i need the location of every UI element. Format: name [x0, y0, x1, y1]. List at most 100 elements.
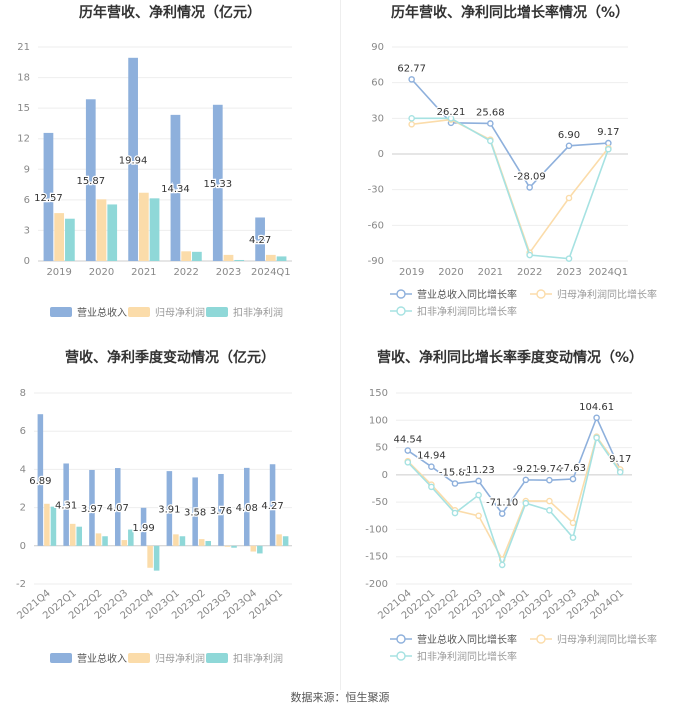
series-line: [407, 415, 621, 516]
bar: [218, 473, 224, 546]
data-label: 3.76: [210, 506, 232, 517]
bar: [63, 463, 69, 546]
legend-marker: [396, 306, 406, 316]
y-tick-label: 9: [24, 164, 30, 175]
legend-label: 营业总收入: [77, 652, 127, 665]
data-label: 19.94: [119, 155, 148, 166]
bar: [250, 545, 257, 552]
legend-swatch: [50, 307, 72, 317]
data-point: [498, 561, 506, 569]
chart-panel-quarterly-growth: 营收、净利同比增长率季度变动情况（%） -200 -150 -100 -50 0 50 100…: [340, 345, 680, 690]
data-point: [451, 480, 459, 487]
bar: [153, 545, 160, 571]
chart-panel-quarterly-revenue: 营收、净利季度变动情况（亿元） -2 0 2 4 6 8 2021Q4 2022Q1 2022Q2…: [0, 345, 340, 690]
data-label: 4.07: [107, 503, 129, 514]
x-tick-label: 2023: [556, 267, 581, 278]
bar: [50, 506, 57, 546]
bar: [234, 259, 245, 261]
y-tick-label: 21: [17, 42, 30, 53]
data-label: 14.34: [161, 184, 190, 195]
legend-label: 归母净利润同比增长率: [557, 288, 657, 301]
legend-label: 营业总收入同比增长率: [417, 633, 517, 646]
data-label: 9.17: [609, 454, 631, 465]
bar: [276, 256, 287, 261]
data-source-note: 数据来源：恒生聚源: [290, 691, 390, 704]
chart-title: 历年营收、净利同比增长率情况（%）: [391, 4, 629, 21]
y-tick-label: 8: [20, 388, 26, 399]
bar: [107, 204, 118, 261]
legend-swatch: [50, 653, 72, 663]
y-tick-label: -30: [368, 185, 384, 196]
data-point: [546, 507, 553, 514]
bar: [96, 199, 107, 261]
data-point: [475, 491, 482, 499]
data-point: [487, 120, 494, 127]
bar: [54, 213, 65, 261]
legend-marker: [536, 634, 546, 644]
y-tick-label: -150: [365, 552, 388, 563]
data-point: [498, 510, 506, 517]
x-tick-label: 2022: [517, 267, 542, 278]
data-point: [487, 137, 494, 145]
bar: [173, 534, 179, 546]
legend-swatch: [206, 307, 228, 317]
data-label: 4.08: [236, 503, 258, 514]
y-tick-label: -60: [368, 220, 384, 231]
chart-quarterly-growth-rate: 营收、净利同比增长率季度变动情况（%） -200 -150 -100 -50 0 50 100…: [365, 349, 657, 663]
data-label: 3.91: [158, 504, 180, 515]
chart-quarterly-revenue-profit: 营收、净利季度变动情况（亿元）-2024682021Q42022Q12022Q2…: [15, 349, 292, 665]
series-line: [411, 117, 610, 260]
x-tick-label: 2022: [173, 267, 198, 278]
bar: [231, 545, 237, 548]
y-tick-label: 2: [20, 503, 26, 514]
y-tick-label: 12: [17, 134, 30, 145]
bar: [128, 57, 138, 261]
y-tick-label: -90: [368, 256, 384, 267]
chart-annual-revenue-profit: 历年营收、净利情况（亿元） 0 3 6 9 12 15 18 21 2019 2020 2021 202…: [17, 4, 292, 319]
data-label: -9.21: [513, 464, 539, 475]
legend-marker: [396, 289, 406, 299]
bar: [65, 218, 75, 261]
data-label: 26.21: [437, 107, 466, 118]
x-tick-label: 2019: [46, 267, 71, 278]
bar: [149, 198, 160, 261]
data-label: 62.77: [397, 63, 426, 74]
y-tick-label: 90: [371, 42, 384, 53]
bar: [181, 251, 192, 261]
bar: [166, 471, 173, 546]
data-point: [526, 184, 533, 191]
chart-title: 营收、净利季度变动情况（亿元）: [65, 349, 275, 366]
data-point: [569, 475, 577, 483]
data-point: [593, 434, 600, 442]
bar: [44, 503, 50, 546]
bar: [269, 464, 276, 546]
bar: [224, 545, 231, 547]
data-point: [447, 115, 455, 122]
bar: [89, 469, 95, 546]
data-label: 3.58: [184, 508, 206, 519]
y-tick-label: 100: [369, 415, 388, 426]
legend-label: 扣非净利润同比增长率: [417, 650, 517, 663]
legend-swatch: [206, 653, 228, 663]
data-point: [408, 76, 415, 83]
bar: [138, 192, 149, 261]
x-tick-label: 2024Q1: [251, 267, 291, 278]
data-point: [546, 476, 553, 484]
legend-label: 归母净利润: [155, 652, 205, 665]
x-tick-label: 2023: [216, 267, 241, 278]
bar: [147, 545, 153, 568]
data-point: [408, 120, 415, 128]
data-label: -15.82: [439, 467, 471, 478]
series-line: [407, 434, 621, 562]
data-label: 6.89: [29, 476, 51, 487]
data-label: 44.54: [393, 435, 422, 446]
y-tick-label: 18: [17, 73, 30, 84]
data-label: 15.33: [203, 179, 232, 190]
chart-title: 营收、净利同比增长率季度变动情况（%）: [377, 349, 643, 366]
legend-label: 扣非净利润: [233, 652, 283, 665]
data-label: 3.97: [81, 504, 103, 515]
bar: [140, 507, 147, 546]
x-tick-label: 2024Q1: [588, 267, 628, 278]
bar: [76, 526, 83, 546]
data-label: 12.57: [34, 193, 63, 204]
